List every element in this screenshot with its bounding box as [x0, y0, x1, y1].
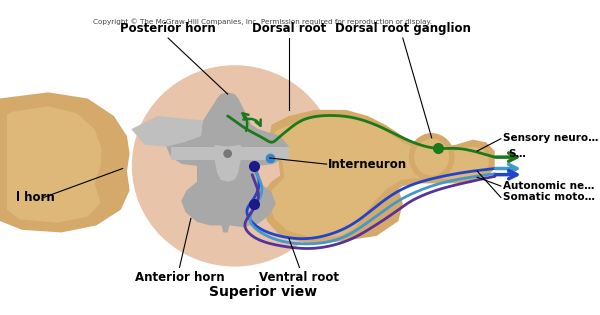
Circle shape	[223, 149, 232, 158]
Text: Anterior horn: Anterior horn	[134, 271, 224, 284]
Polygon shape	[202, 92, 254, 146]
Polygon shape	[215, 122, 241, 182]
Text: Somatic moto…: Somatic moto…	[503, 192, 595, 203]
Polygon shape	[171, 146, 289, 160]
Text: Copyright © The McGraw-Hill Companies, Inc. Permission required for reproduction: Copyright © The McGraw-Hill Companies, I…	[93, 18, 432, 25]
Ellipse shape	[414, 139, 449, 175]
Polygon shape	[269, 117, 488, 238]
Text: S…: S…	[508, 149, 526, 159]
Text: Sensory neuro…: Sensory neuro…	[503, 133, 599, 143]
Text: Ventral root: Ventral root	[259, 271, 340, 284]
Text: Posterior horn: Posterior horn	[120, 21, 216, 35]
Polygon shape	[131, 116, 203, 146]
Text: Dorsal root ganglion: Dorsal root ganglion	[335, 21, 471, 35]
Text: Superior view: Superior view	[209, 285, 317, 299]
Polygon shape	[271, 177, 403, 241]
Ellipse shape	[132, 65, 338, 266]
Polygon shape	[166, 92, 289, 232]
Polygon shape	[263, 110, 495, 245]
Polygon shape	[7, 106, 101, 223]
Text: l horn: l horn	[16, 191, 55, 204]
Ellipse shape	[409, 133, 454, 181]
Text: Interneuron: Interneuron	[328, 158, 407, 171]
Text: Dorsal root: Dorsal root	[252, 21, 326, 35]
Polygon shape	[0, 92, 130, 232]
Text: Autonomic ne…: Autonomic ne…	[503, 181, 595, 191]
